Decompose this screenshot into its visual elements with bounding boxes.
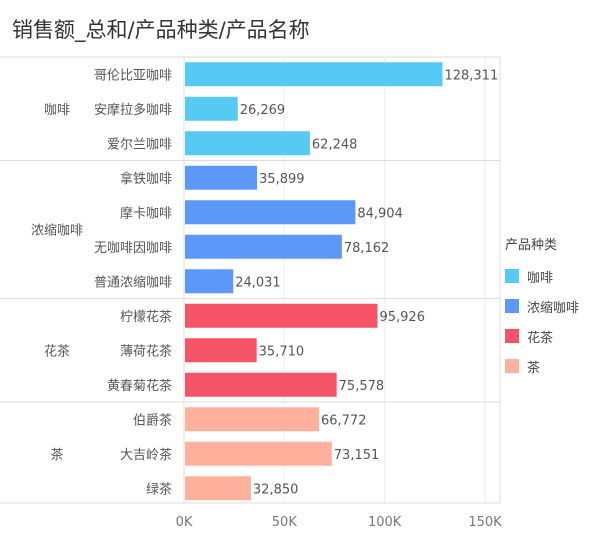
legend-label: 咖啡 [527,270,554,286]
data-label: 24,031 [235,275,281,290]
bar [185,269,234,294]
product-label: 普通浓缩咖啡 [94,274,172,290]
product-label: 爱尔兰咖啡 [107,137,172,152]
legend-item[interactable]: 咖啡 [505,261,579,291]
bar [185,62,443,87]
data-label: 75,578 [339,379,385,394]
data-label: 35,899 [259,172,305,187]
category-label: 浓缩咖啡 [31,223,83,239]
bar [185,165,258,190]
bar [185,131,310,156]
legend-item[interactable]: 花茶 [505,321,579,351]
bar [185,200,356,225]
bar [185,441,332,466]
legend-label: 浓缩咖啡 [527,300,580,316]
category-label: 花茶 [44,343,70,359]
bar [185,303,378,328]
legend-swatch [505,269,519,283]
product-label: 拿铁咖啡 [120,171,172,187]
product-label: 黄春菊花茶 [107,378,172,394]
legend-label: 花茶 [527,330,554,346]
legend-swatch [505,299,519,313]
x-tick-label: 100K [368,515,402,530]
product-label: 安摩拉多咖啡 [94,102,172,118]
legend-title: 产品种类 [505,238,558,253]
data-label: 62,248 [312,137,358,152]
data-label: 78,162 [344,241,390,256]
product-label: 绿茶 [146,481,172,497]
x-tick-label: 50K [272,515,298,530]
bar [185,338,257,363]
legend-item[interactable]: 茶 [505,351,579,381]
category-label: 茶 [50,447,63,463]
bar [185,96,238,121]
product-label: 哥伦比亚咖啡 [94,68,172,83]
legend-label: 茶 [527,360,541,376]
x-tick-label: 0K [176,515,193,530]
legend-item[interactable]: 浓缩咖啡 [505,291,579,321]
bar [185,234,342,259]
legend-swatch [505,359,519,373]
product-label: 柠檬花茶 [120,309,172,325]
data-label: 35,710 [259,344,305,359]
legend-swatch [505,329,519,343]
data-label: 84,904 [357,206,403,221]
product-label: 摩卡咖啡 [120,205,172,221]
data-label: 26,269 [240,103,286,118]
x-tick-label: 150K [468,515,502,530]
data-label: 32,850 [253,482,299,497]
bar [185,476,251,501]
product-label: 无咖啡因咖啡 [94,241,172,256]
data-label: 128,311 [444,68,498,83]
chart-title: 销售额_总和/产品种类/产品名称 [12,18,310,42]
legend: 产品种类 咖啡浓缩咖啡花茶茶 [505,234,579,381]
bar [185,372,337,397]
bar [185,407,319,432]
data-label: 66,772 [321,413,367,428]
product-label: 伯爵茶 [133,412,172,428]
product-label: 大吉岭茶 [120,447,172,463]
data-label: 73,151 [334,448,380,463]
category-label: 咖啡 [44,103,70,118]
data-label: 95,926 [379,310,425,325]
product-label: 薄荷花茶 [120,343,172,359]
